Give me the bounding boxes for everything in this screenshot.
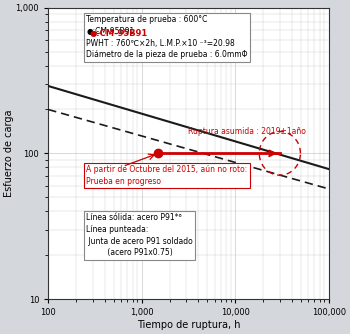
Text: A partir de Octubre del 2015, aún no roto:
Prueba en progreso: A partir de Octubre del 2015, aún no rot… [86,165,247,186]
Text: Línea sólida: acero P91*⁶
Línea punteada:
 Junta de acero P91 soldado
         (: Línea sólida: acero P91*⁶ Línea punteada… [86,213,193,258]
Y-axis label: Esfuerzo de carga: Esfuerzo de carga [4,110,14,197]
Text: Temperatura de prueba : 600°C
●:CM-95B91
PWHT : 760℃×2h, L.M.P.×10 ⁻³=20.98
Diám: Temperatura de prueba : 600°C ●:CM-95B91… [86,15,247,59]
Text: ●:CM-95B91: ●:CM-95B91 [90,29,148,38]
X-axis label: Tiempo de ruptura, h: Tiempo de ruptura, h [137,320,240,330]
Text: Ruptura asumida : 2019±1año: Ruptura asumida : 2019±1año [189,127,306,136]
